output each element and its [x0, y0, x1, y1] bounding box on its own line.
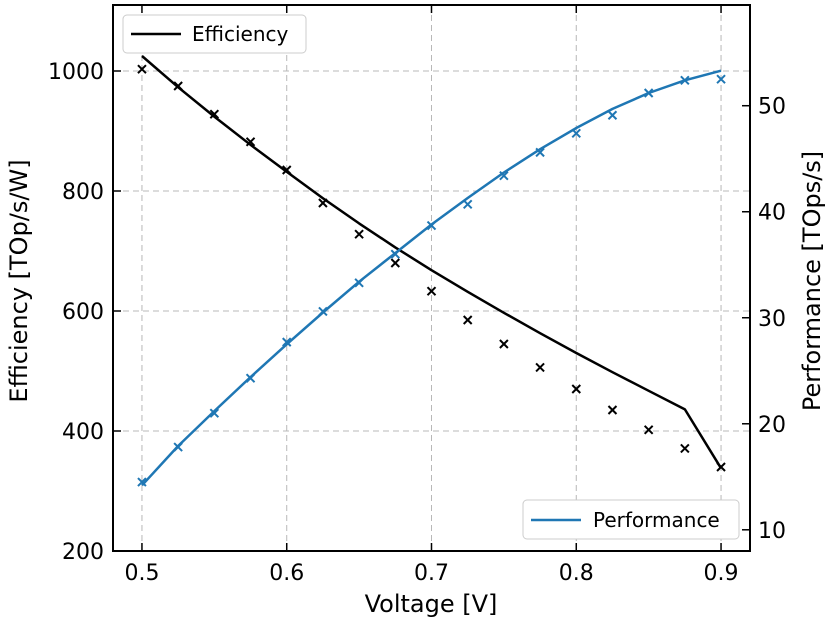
performance-data-point	[245, 373, 256, 383]
efficiency-data-point	[137, 64, 147, 74]
y-left-tick-label: 1000	[48, 60, 104, 85]
x-axis-label: Voltage [V]	[365, 590, 498, 618]
y-left-tick-label: 600	[62, 300, 104, 325]
x-tick-label: 0.5	[124, 561, 159, 586]
legend-efficiency: Efficiency	[122, 14, 307, 54]
performance-data-point	[571, 128, 581, 138]
legend-efficiency-box	[122, 14, 307, 54]
performance-data-point	[390, 249, 401, 259]
x-tick-label: 0.6	[269, 561, 304, 586]
performance-data-point	[643, 88, 654, 98]
y-right-tick-label: 40	[758, 201, 786, 226]
x-tick-label: 0.8	[559, 561, 594, 586]
efficiency-fit-line	[141, 55, 723, 469]
performance-data-point	[462, 199, 473, 210]
y-right-tick-label: 10	[758, 519, 786, 544]
performance-data-point	[209, 408, 220, 418]
legend-performance-label: Performance	[593, 508, 720, 532]
legend-performance: Performance	[522, 499, 740, 540]
efficiency-data-point	[318, 198, 328, 208]
efficiency-data-point	[354, 229, 364, 239]
performance-data-point	[499, 170, 509, 181]
efficiency-data-point	[680, 443, 690, 454]
performance-data-point	[716, 74, 726, 84]
performance-data-point	[535, 147, 545, 158]
y-axis-right-label: Performance [TOps/s]	[798, 151, 826, 411]
efficiency-data-point	[209, 109, 220, 119]
y-left-tick-label: 800	[62, 180, 104, 205]
performance-data-point	[137, 477, 147, 487]
grid-layer	[113, 5, 750, 551]
efficiency-data-point	[462, 315, 473, 325]
efficiency-data-point	[390, 258, 401, 268]
efficiency-data-point	[571, 384, 581, 394]
performance-data-point	[426, 220, 437, 231]
efficiency-data-point	[607, 405, 618, 415]
y-right-tick-label: 50	[758, 95, 786, 120]
efficiency-data-point	[643, 425, 654, 435]
efficiency-data-point	[426, 286, 437, 296]
performance-data-point	[282, 337, 292, 347]
marker-layer	[137, 64, 726, 487]
tick-layer: 0.5 0.6 0.7 0.8 0.9 200 400 600 800 1000 10 20 30 40 5…	[48, 5, 786, 586]
legend-performance-box	[522, 499, 740, 540]
legend-efficiency-label: Efficiency	[192, 22, 289, 46]
efficiency-data-point	[282, 165, 292, 175]
efficiency-data-point	[173, 81, 183, 91]
y-left-tick-label: 400	[62, 420, 104, 445]
x-tick-label: 0.9	[704, 561, 739, 586]
performance-data-point	[680, 75, 690, 85]
y-right-tick-label: 30	[758, 307, 786, 332]
y-right-tick-label: 20	[758, 413, 786, 438]
efficiency-data-point	[499, 339, 509, 349]
efficiency-data-point	[716, 462, 726, 472]
performance-data-point	[173, 442, 183, 452]
efficiency-data-point	[245, 137, 256, 147]
performance-data-point	[607, 110, 618, 120]
y-axis-left-label: Efficiency [TOp/s/W]	[5, 159, 33, 402]
y-left-tick-label: 200	[62, 540, 104, 565]
x-tick-label: 0.7	[414, 561, 449, 586]
efficiency-data-point	[535, 362, 545, 373]
performance-data-point	[318, 306, 328, 317]
performance-data-point	[354, 278, 364, 288]
